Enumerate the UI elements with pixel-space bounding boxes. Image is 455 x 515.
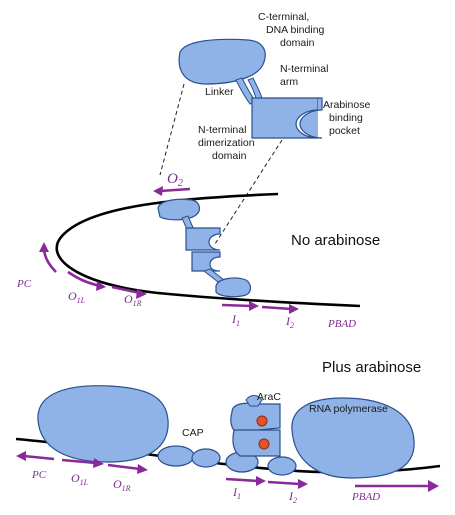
site-pc-bottom: PC [31,469,47,481]
arrow-i1-top [221,303,253,308]
callout-labels: C-terminal, DNA binding domain N-termina… [198,11,370,162]
site-o1r-top: O1R [124,292,142,308]
cap-binding-domain-a [157,445,195,467]
cap-protein [37,385,169,463]
arrow-o1l-bottom-head [93,458,104,468]
arrow-o1r-top [111,285,141,295]
label-n-terminal-arm-1: N-terminal [280,63,328,75]
arabinose-molecule-lower [258,438,270,450]
arrow-pbad-bottom-head [428,480,439,492]
arrow-o1l-bottom [61,458,97,465]
dna-binding-domain-o2 [157,198,201,221]
site-o1r-bottom: O1R [113,477,131,493]
rna-polymerase [291,397,415,479]
label-arabinose-3: pocket [329,125,360,137]
bottom-site-arrows [16,451,439,492]
top-site-arrows [39,186,299,314]
arrow-o2-head [153,186,163,196]
arrow-o2 [159,187,191,193]
arrow-o1r-top-head [136,289,147,299]
label-arabinose-2: binding [329,112,363,124]
arrow-i2-bottom [267,480,301,486]
site-pbad-top: PBAD [327,318,356,330]
arrow-i1-top-head [249,301,259,311]
dna-binding-domain-i1 [215,277,252,298]
arrow-o1l-top-head [96,281,106,291]
arabinose-molecule-upper [256,415,268,427]
condition-plus-arabinose: Plus arabinose [322,359,421,376]
label-n-dimer-1: N-terminal [198,124,246,136]
arrow-o1r-bottom-head [137,464,148,474]
site-pbad-bottom: PBAD [351,491,380,503]
label-rna-polymerase: RNA polymerase [309,403,388,415]
site-o2: O2 [167,171,183,189]
arac-arm [245,395,263,407]
arrow-i1-bottom [225,477,259,483]
label-arac: AraC [257,391,281,403]
label-arabinose-1: Arabinose [323,99,370,111]
label-c-terminal-3: domain [280,37,315,49]
label-n-terminal-arm-2: arm [280,76,298,88]
site-pc-top: PC [16,278,32,290]
dimer-domain-upper [185,227,221,251]
label-cap: CAP [182,427,204,439]
site-i1-bottom: I1 [232,485,241,501]
arrow-i2-top-head [289,304,299,314]
arrow-i2-bottom-head [298,479,308,489]
arac-dimer-upper [230,402,281,433]
arrow-i2-top [261,305,293,311]
cap-binding-domain-b [191,448,221,468]
arac-dimer-lower [232,429,281,457]
label-c-terminal-2: DNA binding [266,24,325,36]
arac-binding-domain-i2 [267,456,297,476]
arrow-o1r-bottom [107,463,141,471]
arrow-pc-top-head [39,242,49,252]
zoom-line-left [159,83,185,176]
dimer-domain-lower [191,251,221,272]
c-terminal-domain [178,38,266,85]
site-i2-top: I2 [285,314,294,330]
arrow-pc-bottom [23,454,55,461]
condition-no-arabinose: No arabinose [291,232,380,249]
site-i1-top: I1 [231,312,240,328]
label-n-dimer-3: domain [212,150,247,162]
label-linker: Linker [205,86,234,98]
arrow-i1-bottom-head [256,476,266,486]
site-o1l-bottom: O1L [71,471,89,487]
dna-loop [55,192,361,308]
arac-dimer-bound [230,395,281,457]
n-terminal-dimerization-domain [251,97,319,139]
arrow-pc-bottom-head [16,451,26,461]
arac-domain-callout [178,38,323,139]
site-o1l-top: O1L [68,289,86,305]
bottom-site-labels: PC O1L O1R I1 I2 PBAD [31,469,380,505]
top-site-labels: O2 PC O1L O1R I1 I2 PBAD [16,171,356,330]
arabinose-binding-pocket [299,97,323,139]
arac-dimer-looped [157,198,252,298]
label-c-terminal-1: C-terminal, [258,11,309,23]
label-n-dimer-2: dimerization [198,137,255,149]
site-i2-bottom: I2 [288,489,297,505]
